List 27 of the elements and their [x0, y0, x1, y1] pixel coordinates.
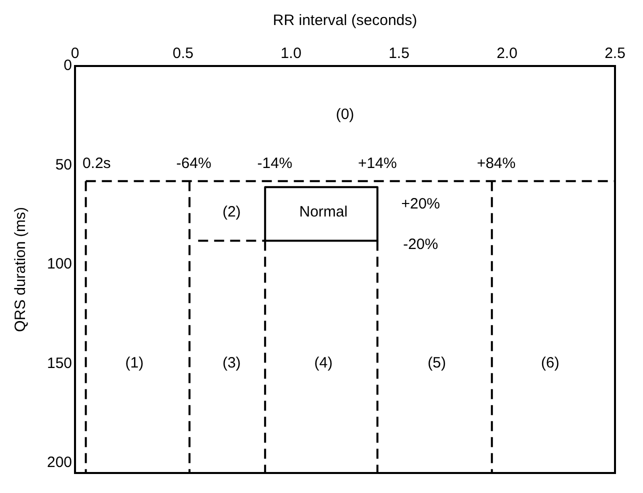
y-tick-label: 100 — [46, 256, 72, 273]
x-tick-label: 2.5 — [604, 45, 626, 62]
x-tick-label: 1.0 — [280, 45, 302, 62]
x-tick-label: 0.5 — [172, 45, 194, 62]
y-tick-label: 150 — [46, 354, 72, 372]
y-tick-label: 0 — [64, 57, 72, 74]
annotation: (4) — [314, 354, 333, 372]
y-tick-label: 200 — [46, 454, 72, 472]
annotation: +14% — [358, 154, 397, 172]
x-axis-title: RR interval (seconds) — [272, 12, 418, 30]
y-axis-title: QRS duration (ms) — [12, 206, 30, 332]
annotation: -64% — [176, 154, 212, 172]
annotation: -14% — [257, 154, 292, 172]
annotation: +84% — [476, 154, 516, 172]
annotation: (3) — [222, 354, 241, 372]
annotation: (6) — [541, 354, 560, 372]
annotation: Normal — [299, 204, 348, 221]
annotation: -20% — [403, 236, 438, 254]
x-tick-label: 1.5 — [388, 45, 410, 62]
annotation: (2) — [222, 204, 241, 221]
annotation: (5) — [428, 354, 446, 372]
x-tick-label: 2.0 — [496, 45, 518, 62]
annotation: 0.2s — [82, 154, 111, 172]
y-tick-label: 50 — [55, 156, 72, 174]
annotation: (0) — [336, 106, 354, 123]
annotation: (1) — [125, 354, 144, 372]
annotation: +20% — [401, 196, 440, 213]
